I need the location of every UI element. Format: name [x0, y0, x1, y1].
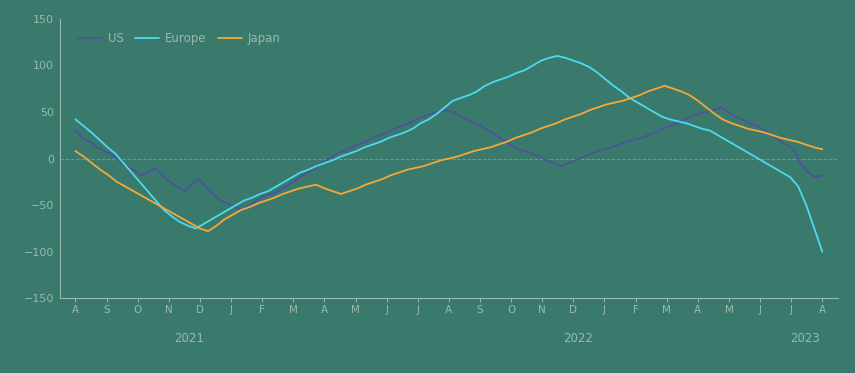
Line: US: US	[75, 107, 823, 210]
Japan	[510, 136, 521, 140]
Japan	[253, 201, 263, 206]
US	[266, 192, 276, 196]
Europe	[359, 145, 369, 150]
Europe	[520, 68, 530, 72]
Japan	[70, 149, 80, 153]
Europe	[384, 136, 394, 140]
US	[803, 170, 813, 175]
Text: 2023: 2023	[791, 332, 820, 345]
US	[817, 173, 828, 178]
Line: Europe: Europe	[75, 56, 823, 252]
Europe	[263, 189, 274, 194]
Europe	[70, 117, 80, 122]
US	[716, 105, 726, 110]
Europe	[198, 222, 209, 226]
US	[447, 110, 457, 114]
Japan	[717, 117, 728, 122]
Japan	[817, 147, 828, 151]
Japan	[162, 208, 172, 212]
US	[295, 175, 305, 179]
Text: 2022: 2022	[563, 332, 593, 345]
Japan	[203, 229, 214, 233]
Europe	[817, 250, 828, 254]
US	[70, 128, 80, 133]
US	[766, 133, 776, 138]
Europe	[552, 54, 563, 58]
US	[92, 145, 103, 150]
Japan	[269, 195, 280, 200]
Legend: US, Europe, Japan: US, Europe, Japan	[74, 27, 286, 50]
Japan	[809, 145, 819, 150]
Japan	[659, 84, 669, 88]
Text: 2021: 2021	[174, 332, 204, 345]
US	[237, 208, 247, 212]
Europe	[640, 105, 651, 110]
Line: Japan: Japan	[75, 86, 823, 231]
